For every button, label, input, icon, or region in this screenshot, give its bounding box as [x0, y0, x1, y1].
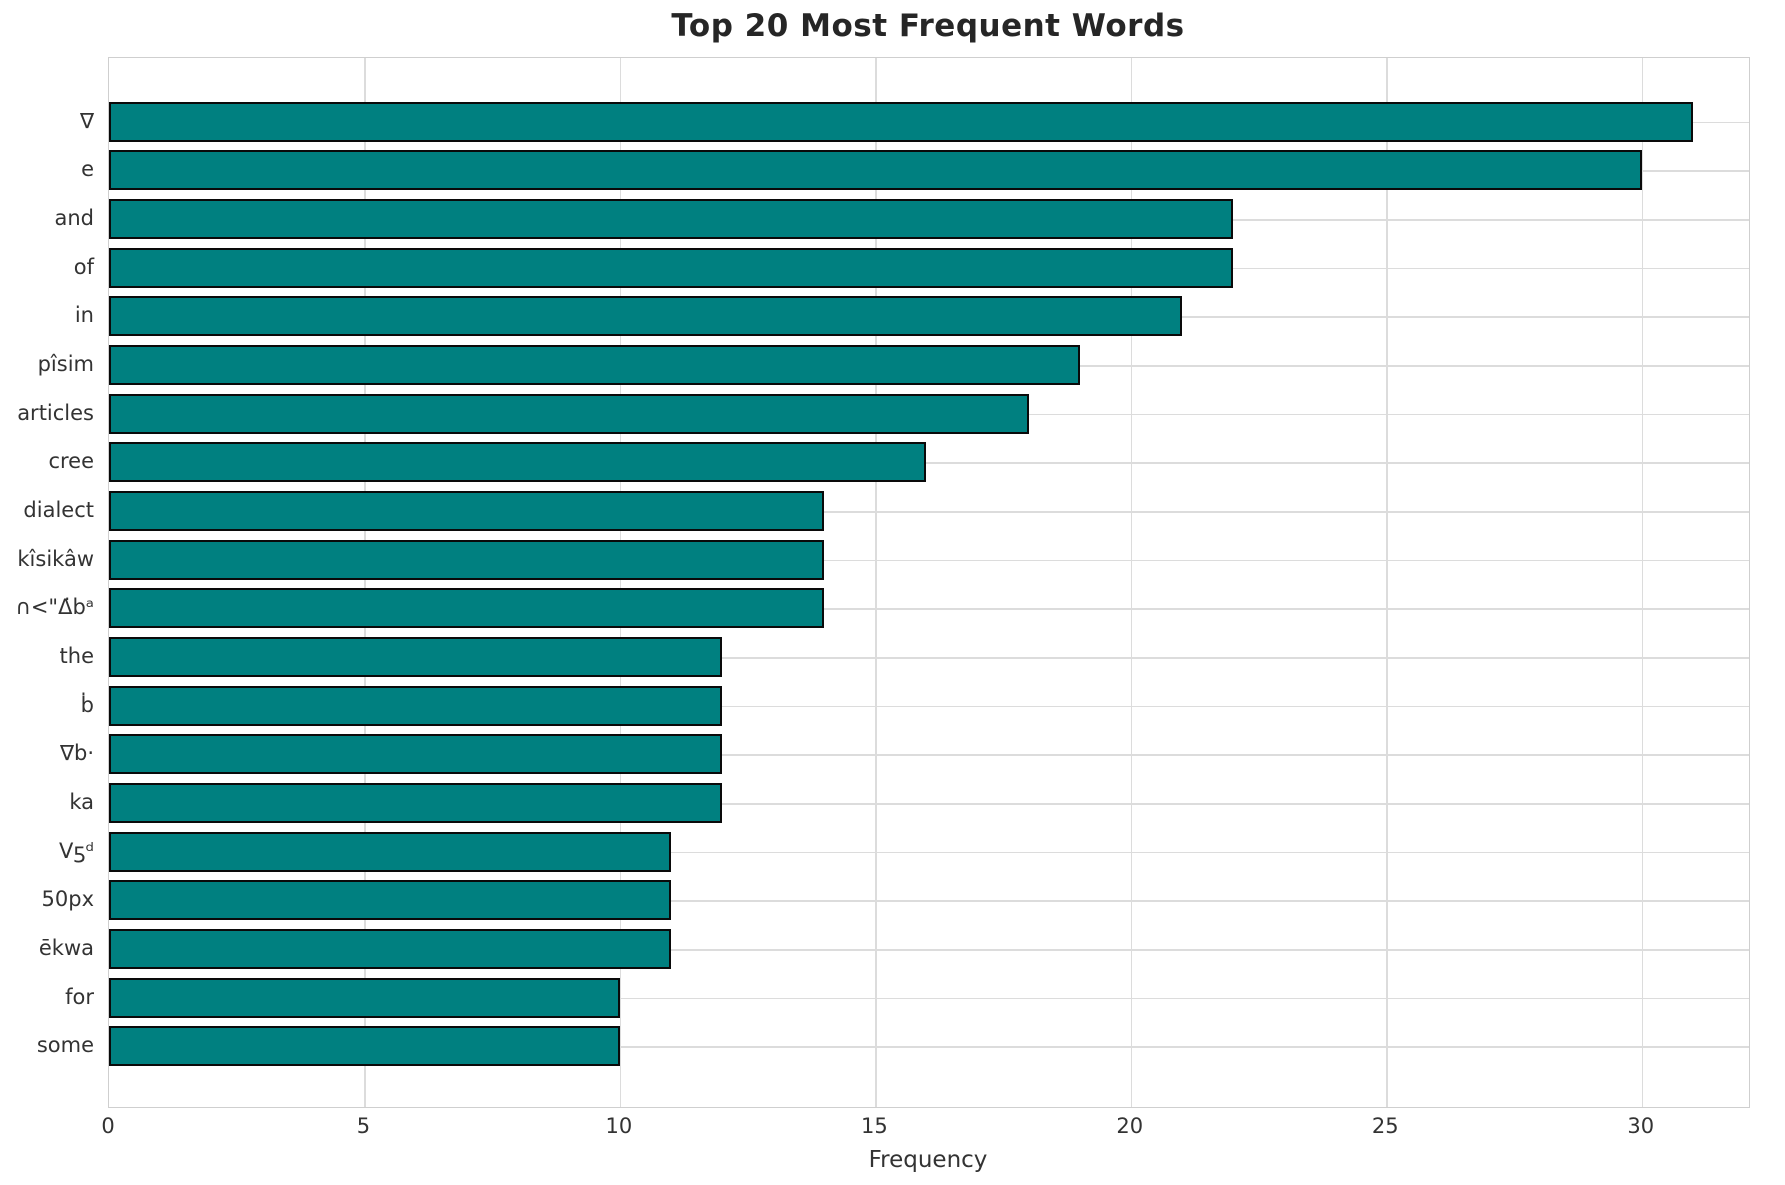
y-tick-label: some [36, 1033, 94, 1058]
y-tick-label: pîsim [37, 352, 94, 377]
bar [109, 296, 1182, 337]
x-tick-label: 15 [860, 1114, 888, 1138]
bar [109, 929, 671, 970]
bar [109, 199, 1233, 240]
horizontal-gridline [109, 803, 1749, 805]
bar [109, 345, 1080, 386]
horizontal-gridline [109, 462, 1749, 464]
bar [109, 783, 723, 824]
y-tick-label: for [65, 984, 94, 1009]
horizontal-gridline [109, 657, 1749, 659]
y-tick-label: 50px [41, 887, 94, 912]
vertical-gridline [1641, 58, 1644, 1107]
plot-area [108, 57, 1750, 1108]
y-tick-label: of [73, 254, 94, 279]
horizontal-gridline [109, 608, 1749, 610]
y-tick-label: ēkwa [38, 936, 94, 961]
chart-title: Top 20 Most Frequent Words [671, 8, 1185, 44]
bar [109, 831, 671, 872]
horizontal-gridline [109, 997, 1749, 1000]
vertical-gridline [1386, 58, 1388, 1107]
y-tick-label: ∇ [79, 108, 94, 133]
horizontal-gridline [109, 754, 1749, 756]
horizontal-gridline [109, 851, 1749, 854]
x-axis-title: Frequency [868, 1147, 988, 1173]
bar [109, 101, 1693, 142]
y-tick-label: ∇b· [59, 741, 94, 766]
x-tick-label: 30 [1627, 1114, 1655, 1138]
y-tick-label: Vƽᵈ [58, 838, 94, 863]
bar [109, 977, 620, 1018]
bar [109, 150, 1642, 191]
x-tick-label: 25 [1371, 1114, 1399, 1138]
bar [109, 1026, 620, 1067]
horizontal-gridline [109, 705, 1749, 708]
y-tick-label: kîsikâw [17, 546, 94, 571]
x-tick-label: 5 [356, 1114, 371, 1138]
y-tick-label: articles [17, 400, 94, 425]
y-tick-label: ka [69, 790, 94, 815]
bar [109, 734, 723, 775]
x-tick-label: 0 [101, 1114, 115, 1138]
horizontal-gridline [109, 559, 1749, 562]
bar [109, 247, 1233, 288]
bar [109, 393, 1029, 434]
x-tick-label: 20 [1116, 1114, 1144, 1138]
y-tick-label: dialect [23, 498, 94, 523]
y-tick-label: ḃ [80, 692, 94, 717]
vertical-gridline [1130, 58, 1133, 1107]
bar [109, 637, 723, 678]
bar [109, 588, 825, 629]
y-tick-label: the [59, 644, 94, 669]
x-tick-label: 10 [605, 1114, 633, 1138]
horizontal-gridline [109, 1046, 1749, 1049]
bar [109, 539, 825, 580]
y-tick-label: and [54, 206, 94, 231]
bar [109, 491, 825, 532]
y-tick-label: in [74, 303, 94, 328]
bar [109, 442, 927, 483]
vertical-gridline [619, 58, 622, 1107]
y-tick-label: ∩<"Δ̇bᵃ [15, 595, 94, 620]
horizontal-gridline [109, 949, 1749, 951]
vertical-gridline [875, 58, 877, 1107]
horizontal-gridline [109, 900, 1749, 902]
vertical-gridline [364, 58, 367, 1107]
horizontal-gridline [109, 511, 1749, 513]
bar [109, 880, 671, 921]
y-tick-label: cree [48, 449, 94, 474]
y-tick-label: e [81, 157, 94, 182]
bar [109, 685, 723, 726]
